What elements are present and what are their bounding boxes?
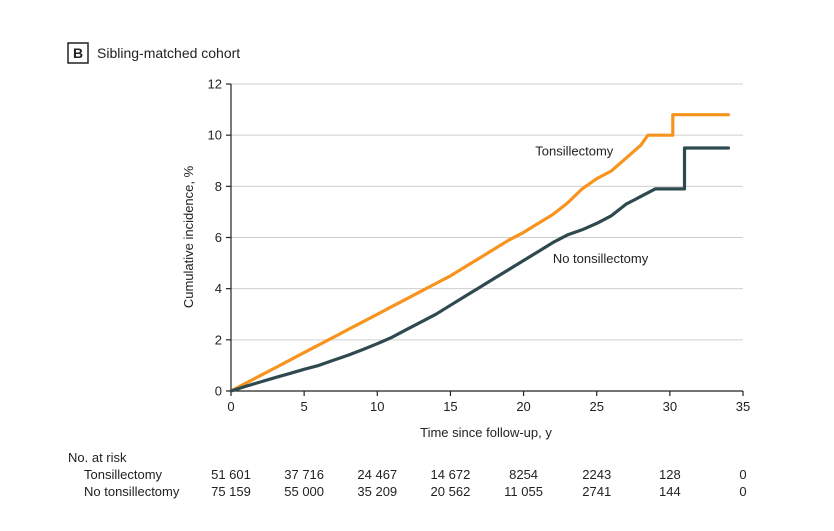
x-axis-ticks: 0 5 10 15 20 25 30 35 bbox=[227, 391, 750, 414]
annotation-tonsillectomy: Tonsillectomy bbox=[535, 144, 614, 159]
risk-value-row1-col1: 55 000 bbox=[284, 484, 324, 499]
x-axis-title: Time since follow-up, y bbox=[420, 425, 552, 440]
y-tick-label-10: 10 bbox=[208, 128, 222, 143]
x-tick-label-5: 5 bbox=[301, 399, 308, 414]
panel-title: Sibling-matched cohort bbox=[97, 45, 240, 61]
series-line-tonsillectomy bbox=[229, 113, 730, 393]
y-tick-label-4: 4 bbox=[215, 281, 222, 296]
risk-value-row0-col3: 14 672 bbox=[431, 467, 471, 482]
risk-value-row0-col4: 8254 bbox=[509, 467, 538, 482]
risk-value-row1-col3: 20 562 bbox=[431, 484, 471, 499]
x-tick-label-35: 35 bbox=[736, 399, 750, 414]
risk-value-row0-col6: 128 bbox=[659, 467, 681, 482]
risk-row-label-no-tonsillectomy: No tonsillectomy bbox=[84, 484, 180, 499]
y-axis-title: Cumulative incidence, % bbox=[181, 165, 196, 308]
x-tick-label-30: 30 bbox=[663, 399, 677, 414]
risk-value-row1-col4: 11 055 bbox=[504, 484, 543, 499]
x-tick-label-20: 20 bbox=[516, 399, 530, 414]
x-tick-label-0: 0 bbox=[227, 399, 234, 414]
risk-values: 51 601 37 716 24 467 14 672 8254 2243 128 0 75 1… bbox=[211, 467, 747, 499]
risk-value-row0-col5: 2243 bbox=[582, 467, 611, 482]
series-line-no-tonsillectomy bbox=[229, 146, 730, 393]
risk-value-row0-col7: 0 bbox=[739, 467, 746, 482]
y-tick-label-8: 8 bbox=[215, 179, 222, 194]
risk-value-row0-col2: 24 467 bbox=[357, 467, 397, 482]
risk-row-label-tonsillectomy: Tonsillectomy bbox=[84, 467, 163, 482]
series-annotations: Tonsillectomy No tonsillectomy bbox=[535, 144, 648, 266]
risk-table: No. at risk Tonsillectomy No tonsillecto… bbox=[68, 450, 747, 499]
risk-value-row0-col1: 37 716 bbox=[284, 467, 324, 482]
risk-value-row1-col2: 35 209 bbox=[357, 484, 397, 499]
panel-letter: B bbox=[73, 45, 83, 61]
grid bbox=[231, 83, 743, 341]
y-axis-ticks: 0 2 4 6 8 10 12 bbox=[208, 77, 231, 399]
y-tick-label-12: 12 bbox=[208, 77, 222, 92]
panel-letter-box bbox=[67, 42, 89, 64]
risk-table-header: No. at risk bbox=[68, 450, 127, 465]
plot-area: 0 2 4 6 8 10 12 0 5 10 15 20 25 30 35 Tonsillectomy No… bbox=[208, 77, 751, 415]
annotation-no-tonsillectomy: No tonsillectomy bbox=[553, 251, 649, 266]
panel-header: B Sibling-matched cohort bbox=[67, 42, 240, 64]
risk-value-row1-col0: 75 159 bbox=[211, 484, 251, 499]
x-tick-label-10: 10 bbox=[370, 399, 384, 414]
risk-value-row0-col0: 51 601 bbox=[211, 467, 251, 482]
risk-value-row1-col7: 0 bbox=[739, 484, 746, 499]
risk-value-row1-col6: 144 bbox=[659, 484, 681, 499]
y-tick-label-2: 2 bbox=[215, 332, 222, 347]
series-lines bbox=[229, 113, 730, 393]
x-tick-label-25: 25 bbox=[589, 399, 603, 414]
y-tick-label-0: 0 bbox=[215, 384, 222, 399]
x-tick-label-15: 15 bbox=[443, 399, 457, 414]
risk-value-row1-col5: 2741 bbox=[582, 484, 611, 499]
y-tick-label-6: 6 bbox=[215, 230, 222, 245]
